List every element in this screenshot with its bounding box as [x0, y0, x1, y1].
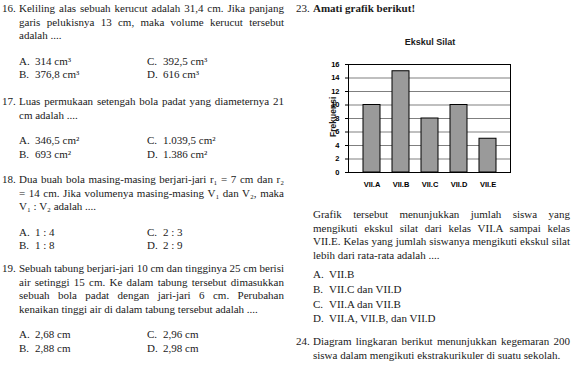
svg-text:VII.D: VII.D — [451, 180, 468, 188]
svg-text:14: 14 — [331, 73, 340, 82]
svg-text:10: 10 — [331, 100, 339, 109]
svg-text:VII.E: VII.E — [480, 180, 496, 188]
svg-text:VII.A: VII.A — [364, 180, 381, 188]
svg-text:16: 16 — [331, 60, 339, 69]
svg-text:8: 8 — [335, 114, 339, 123]
svg-text:6: 6 — [335, 127, 339, 136]
svg-text:2: 2 — [335, 154, 339, 163]
svg-text:4: 4 — [335, 141, 340, 150]
svg-text:0: 0 — [335, 168, 339, 177]
svg-text:VII.C: VII.C — [422, 180, 439, 188]
svg-text:12: 12 — [331, 87, 339, 96]
svg-text:VII.B: VII.B — [393, 180, 410, 188]
